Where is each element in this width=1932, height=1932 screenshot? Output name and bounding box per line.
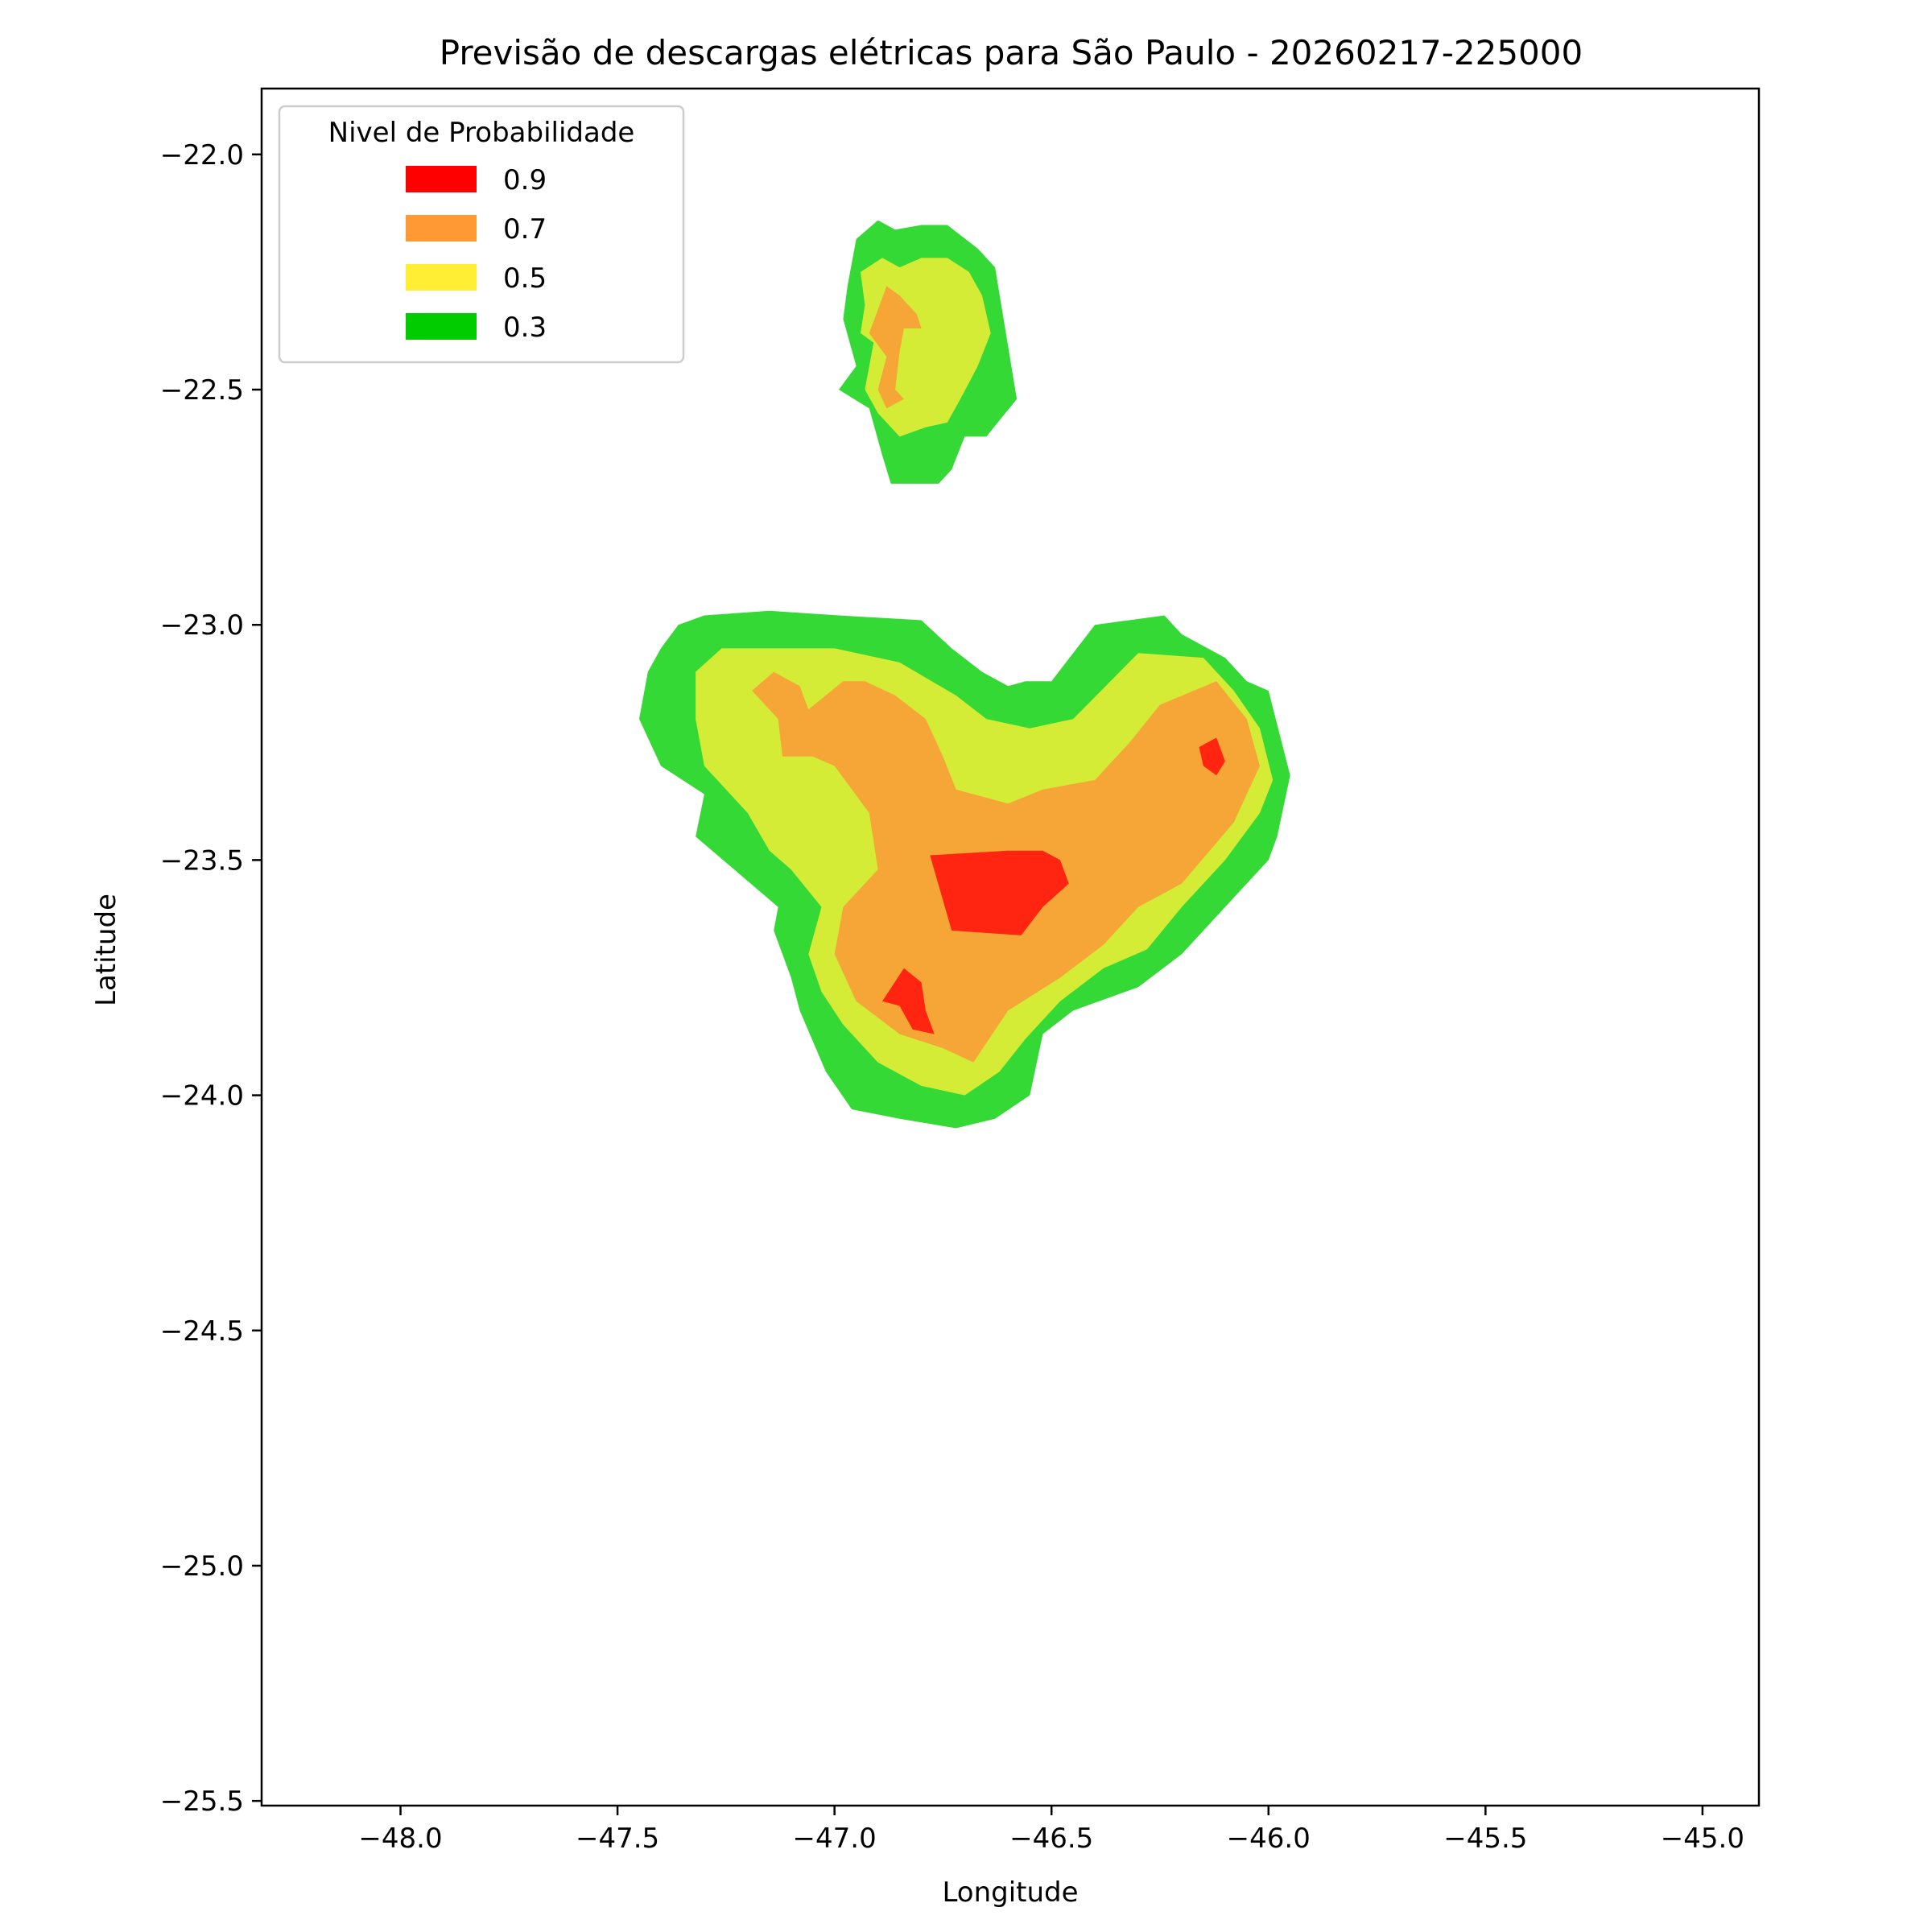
plot-area <box>639 220 1290 1129</box>
x-axis-label: Longitude <box>942 1876 1078 1909</box>
legend-label: 0.7 <box>503 213 547 246</box>
legend-entries: 0.9 0.7 0.5 0.3 <box>406 164 547 344</box>
legend-label: 0.3 <box>503 312 547 344</box>
contour-region-09-7 <box>882 968 935 1034</box>
x-axis: −48.0 −47.5 −47.0 −46.5 −46.0 −45.5 −45.0 <box>358 1806 1744 1855</box>
x-tick-label: −46.5 <box>1009 1823 1093 1855</box>
y-axis-label: Latitude <box>90 894 122 1006</box>
x-tick-label: −47.5 <box>576 1823 659 1855</box>
contour-region-07-2 <box>869 286 922 409</box>
y-tick-label: −23.5 <box>160 844 244 877</box>
y-tick-label: −22.0 <box>160 139 244 171</box>
legend-label: 0.9 <box>503 164 547 196</box>
legend-swatch <box>406 264 477 291</box>
legend-label: 0.5 <box>503 262 547 295</box>
x-tick-label: −45.5 <box>1443 1823 1527 1855</box>
x-tick-label: −45.0 <box>1661 1823 1744 1855</box>
legend-swatch <box>406 313 477 340</box>
y-tick-label: −22.5 <box>160 374 244 407</box>
x-tick-label: −47.0 <box>793 1823 877 1855</box>
chart-title: Previsão de descargas elétricas para São… <box>440 33 1583 72</box>
plot-frame <box>260 87 1761 1807</box>
y-tick-label: −25.5 <box>160 1785 244 1818</box>
legend-box <box>278 105 685 364</box>
y-tick-label: −23.0 <box>160 609 244 642</box>
y-tick-label: −25.0 <box>160 1550 244 1583</box>
x-tick-label: −46.0 <box>1227 1823 1311 1855</box>
y-tick-label: −24.0 <box>160 1080 244 1113</box>
legend: Nivel de Probabilidade 0.9 0.7 0.5 0.3 <box>278 105 685 364</box>
legend-swatch <box>406 215 477 242</box>
x-tick-label: −48.0 <box>358 1823 442 1855</box>
contour-region-09-8 <box>1199 737 1225 776</box>
y-tick-label: −24.5 <box>160 1315 244 1348</box>
contour-region-09-6 <box>930 850 1069 935</box>
legend-title: Nivel de Probabilidade <box>328 117 635 149</box>
y-axis: −22.0 −22.5 −23.0 −23.5 −24.0 −24.5 −25.0 −25.5 <box>160 139 262 1818</box>
legend-swatch <box>406 166 477 192</box>
